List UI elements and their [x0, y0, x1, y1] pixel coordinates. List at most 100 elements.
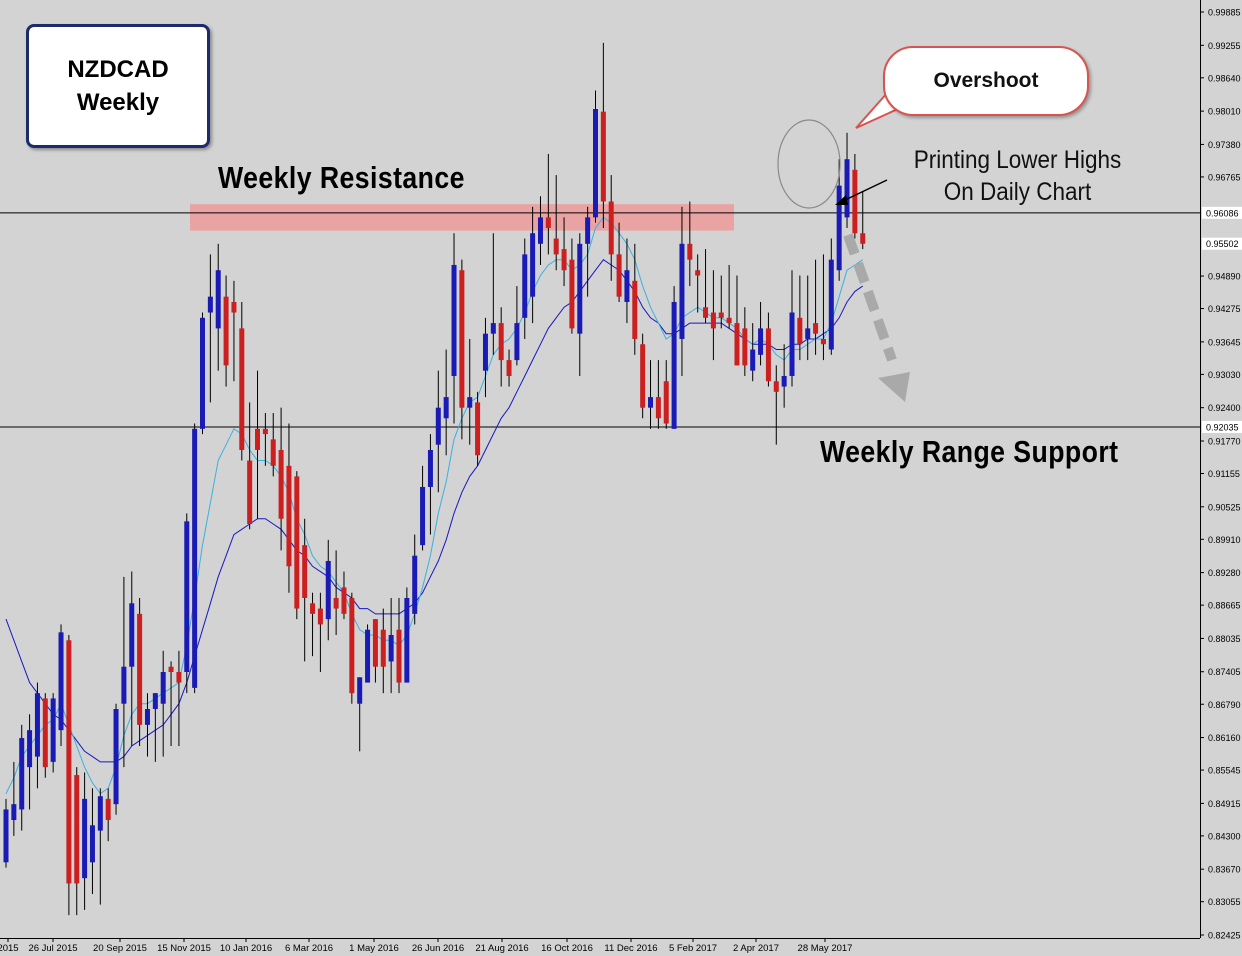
candle — [34, 682, 40, 789]
price-marker-label: 0.95502 — [1206, 239, 1239, 249]
candle — [325, 539, 331, 641]
candle — [475, 391, 481, 466]
overshoot-callout: Overshoot — [883, 46, 1089, 116]
candle-body — [828, 259, 834, 350]
candle — [113, 703, 119, 815]
price-tick-label: 0.90525 — [1208, 502, 1241, 512]
time-tick-label: 16 Oct 2016 — [541, 943, 593, 954]
candle — [255, 370, 261, 519]
candle-body — [561, 249, 567, 271]
candle — [97, 788, 103, 905]
price-tick-label: 0.93645 — [1208, 337, 1241, 347]
candle — [176, 650, 182, 747]
candle-body — [184, 521, 190, 673]
candle-body — [66, 640, 72, 884]
annotation-layer — [777, 90, 910, 402]
candle-body — [160, 672, 166, 704]
candle — [836, 159, 842, 281]
candle — [781, 344, 787, 408]
price-tick-label: 0.94275 — [1208, 304, 1241, 314]
candle — [262, 412, 268, 466]
candle — [451, 233, 457, 424]
candle — [663, 360, 669, 429]
price-marker-label: 0.96086 — [1206, 208, 1239, 218]
candle — [687, 201, 693, 287]
candle-body — [443, 397, 449, 419]
candle-body — [121, 666, 127, 704]
candle — [66, 634, 72, 916]
pointer-arrow-line — [842, 179, 888, 202]
candle-body — [302, 545, 308, 598]
candle — [184, 513, 190, 694]
candle — [498, 307, 504, 387]
candle — [797, 275, 803, 361]
candle-body — [813, 323, 819, 334]
pointer-arrow-head — [835, 195, 848, 205]
candle — [608, 175, 614, 281]
candle-body — [286, 465, 292, 567]
candle — [844, 132, 850, 228]
candle — [11, 761, 17, 836]
candle-body — [703, 307, 709, 318]
time-tick-label: 28 May 2017 — [798, 943, 853, 954]
lower-highs-note: Printing Lower Highs On Daily Chart — [905, 144, 1130, 208]
candle — [758, 301, 764, 366]
price-tick-label: 0.97380 — [1208, 140, 1241, 150]
price-tick-label: 0.84300 — [1208, 831, 1241, 841]
candle — [278, 407, 284, 551]
candle — [82, 772, 88, 910]
time-tick-label: 5 Feb 2017 — [669, 943, 717, 954]
candle — [820, 254, 826, 361]
candle — [703, 249, 709, 324]
candle-body — [215, 270, 221, 329]
candle — [412, 534, 418, 625]
candle-body — [459, 270, 465, 408]
price-tick-label: 0.86160 — [1208, 733, 1241, 743]
candle-body — [758, 328, 764, 355]
support-label: Weekly Range Support — [820, 434, 1119, 469]
candle-body — [310, 603, 316, 614]
candle — [671, 286, 677, 429]
candle-body — [852, 169, 858, 234]
price-tick-label: 0.98640 — [1208, 73, 1241, 83]
candle — [828, 238, 834, 355]
candle — [396, 597, 402, 694]
candle-body — [207, 296, 213, 313]
candle — [726, 264, 732, 329]
price-tick-label: 0.98010 — [1208, 107, 1241, 117]
candle-body — [663, 381, 669, 424]
price-marker-box — [1202, 237, 1242, 250]
price-tick-label: 0.96765 — [1208, 172, 1241, 182]
candle — [537, 196, 543, 265]
time-tick-label: 26 Jul 2015 — [28, 943, 77, 954]
candle — [624, 238, 630, 324]
candle-body — [294, 476, 300, 609]
candle — [593, 90, 598, 223]
candle — [270, 412, 276, 477]
price-tick-label: 0.83055 — [1208, 897, 1241, 907]
candle — [380, 608, 386, 694]
time-tick-label: 26 Jun 2016 — [412, 943, 464, 954]
candle-body — [451, 264, 457, 376]
candle — [121, 576, 127, 768]
candle-body — [498, 323, 504, 361]
candle-body — [844, 159, 850, 218]
candle-body — [593, 109, 598, 218]
candle — [207, 254, 213, 403]
candle — [294, 471, 300, 620]
candle-body — [860, 233, 866, 244]
candle-body — [742, 328, 748, 366]
candle-body — [553, 238, 559, 255]
candle-body — [255, 428, 261, 450]
candle-body — [89, 825, 95, 863]
candle-body — [577, 243, 583, 334]
price-tick-label: 0.87405 — [1208, 667, 1241, 677]
overshoot-highlight-ellipse — [777, 119, 841, 209]
candle-body — [726, 317, 732, 324]
candle-body — [380, 629, 386, 667]
candle — [765, 312, 771, 387]
candle-body — [522, 254, 528, 318]
candle — [805, 275, 811, 361]
candle-body — [231, 301, 237, 313]
